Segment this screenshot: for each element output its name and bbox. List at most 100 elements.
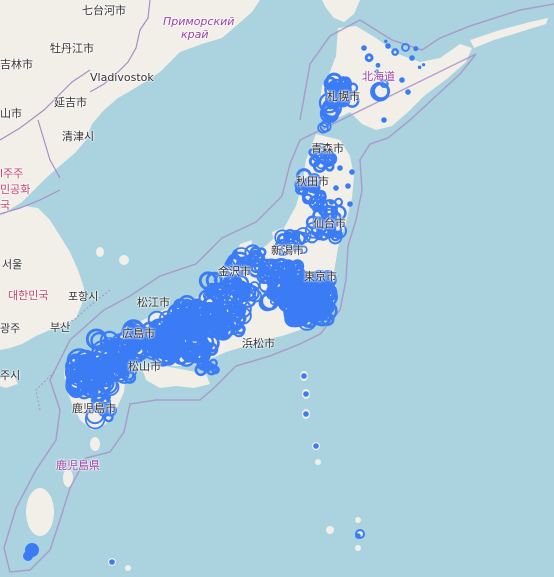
marker[interactable]: [76, 383, 93, 400]
marker[interactable]: [422, 63, 426, 67]
marker[interactable]: [333, 185, 339, 191]
marker[interactable]: [258, 293, 277, 312]
marker[interactable]: [405, 89, 411, 95]
marker[interactable]: [163, 346, 178, 361]
marker[interactable]: [313, 443, 319, 449]
marker[interactable]: [409, 55, 415, 61]
marker[interactable]: [114, 361, 118, 366]
marker[interactable]: [311, 283, 327, 299]
marker[interactable]: [284, 309, 302, 328]
marker[interactable]: [203, 360, 208, 366]
marker[interactable]: [318, 270, 337, 289]
marker[interactable]: [280, 244, 291, 255]
marker[interactable]: [384, 39, 388, 43]
marker[interactable]: [413, 46, 419, 52]
marker[interactable]: [82, 380, 93, 392]
marker[interactable]: [226, 256, 242, 272]
marker[interactable]: [314, 297, 329, 311]
marker[interactable]: [271, 290, 276, 295]
marker[interactable]: [385, 43, 391, 49]
marker[interactable]: [189, 348, 203, 362]
marker[interactable]: [311, 280, 317, 286]
marker[interactable]: [23, 551, 33, 561]
marker[interactable]: [303, 411, 309, 417]
marker[interactable]: [213, 278, 217, 282]
marker[interactable]: [321, 119, 330, 128]
marker[interactable]: [65, 356, 86, 377]
marker[interactable]: [153, 340, 173, 360]
marker[interactable]: [318, 92, 340, 114]
marker[interactable]: [391, 48, 399, 56]
marker[interactable]: [178, 331, 192, 345]
marker[interactable]: [381, 117, 387, 123]
marker[interactable]: [317, 122, 329, 134]
marker[interactable]: [337, 165, 343, 171]
marker[interactable]: [211, 365, 220, 375]
marker[interactable]: [322, 105, 339, 122]
marker[interactable]: [307, 173, 322, 187]
marker[interactable]: [187, 315, 191, 319]
marker[interactable]: [343, 91, 352, 100]
marker[interactable]: [339, 88, 344, 92]
marker[interactable]: [296, 314, 309, 326]
marker[interactable]: [228, 304, 246, 322]
marker[interactable]: [349, 169, 355, 175]
marker[interactable]: [159, 336, 163, 341]
marker[interactable]: [174, 333, 185, 344]
marker[interactable]: [102, 339, 117, 354]
marker[interactable]: [345, 183, 351, 189]
marker[interactable]: [84, 408, 106, 430]
marker[interactable]: [364, 53, 374, 63]
marker[interactable]: [347, 82, 359, 94]
marker[interactable]: [355, 529, 365, 539]
marker[interactable]: [374, 69, 380, 74]
marker[interactable]: [279, 299, 285, 305]
marker[interactable]: [271, 262, 290, 281]
marker[interactable]: [361, 45, 367, 51]
marker[interactable]: [199, 334, 214, 349]
marker[interactable]: [186, 344, 206, 364]
marker[interactable]: [209, 348, 214, 353]
marker[interactable]: [287, 233, 293, 239]
marker[interactable]: [253, 256, 257, 260]
marker[interactable]: [226, 309, 246, 329]
marker[interactable]: [323, 76, 338, 91]
marker[interactable]: [303, 391, 309, 397]
marker[interactable]: [318, 155, 329, 165]
marker[interactable]: [309, 189, 313, 193]
marker[interactable]: [299, 245, 308, 254]
marker[interactable]: [253, 258, 270, 275]
marker[interactable]: [283, 228, 297, 243]
marker[interactable]: [316, 160, 326, 170]
marker[interactable]: [76, 353, 100, 377]
marker[interactable]: [332, 78, 336, 83]
marker[interactable]: [295, 181, 310, 196]
marker[interactable]: [299, 177, 305, 183]
marker[interactable]: [108, 354, 123, 370]
marker[interactable]: [91, 386, 107, 402]
marker[interactable]: [334, 82, 347, 96]
marker[interactable]: [222, 274, 239, 291]
marker[interactable]: [315, 155, 320, 161]
marker[interactable]: [321, 199, 338, 216]
marker[interactable]: [285, 285, 301, 300]
marker[interactable]: [379, 79, 389, 88]
marker[interactable]: [308, 314, 317, 323]
marker[interactable]: [399, 77, 405, 83]
marker[interactable]: [314, 199, 329, 213]
marker[interactable]: [256, 247, 267, 257]
marker[interactable]: [293, 313, 299, 319]
marker[interactable]: [311, 205, 317, 210]
marker[interactable]: [244, 244, 262, 262]
marker[interactable]: [401, 42, 410, 52]
marker[interactable]: [315, 183, 320, 187]
marker[interactable]: [291, 244, 300, 252]
marker[interactable]: [235, 256, 254, 275]
marker[interactable]: [82, 368, 104, 391]
marker[interactable]: [375, 62, 381, 68]
marker[interactable]: [315, 226, 331, 241]
marker[interactable]: [301, 373, 307, 379]
marker[interactable]: [317, 217, 321, 222]
marker[interactable]: [233, 293, 242, 302]
